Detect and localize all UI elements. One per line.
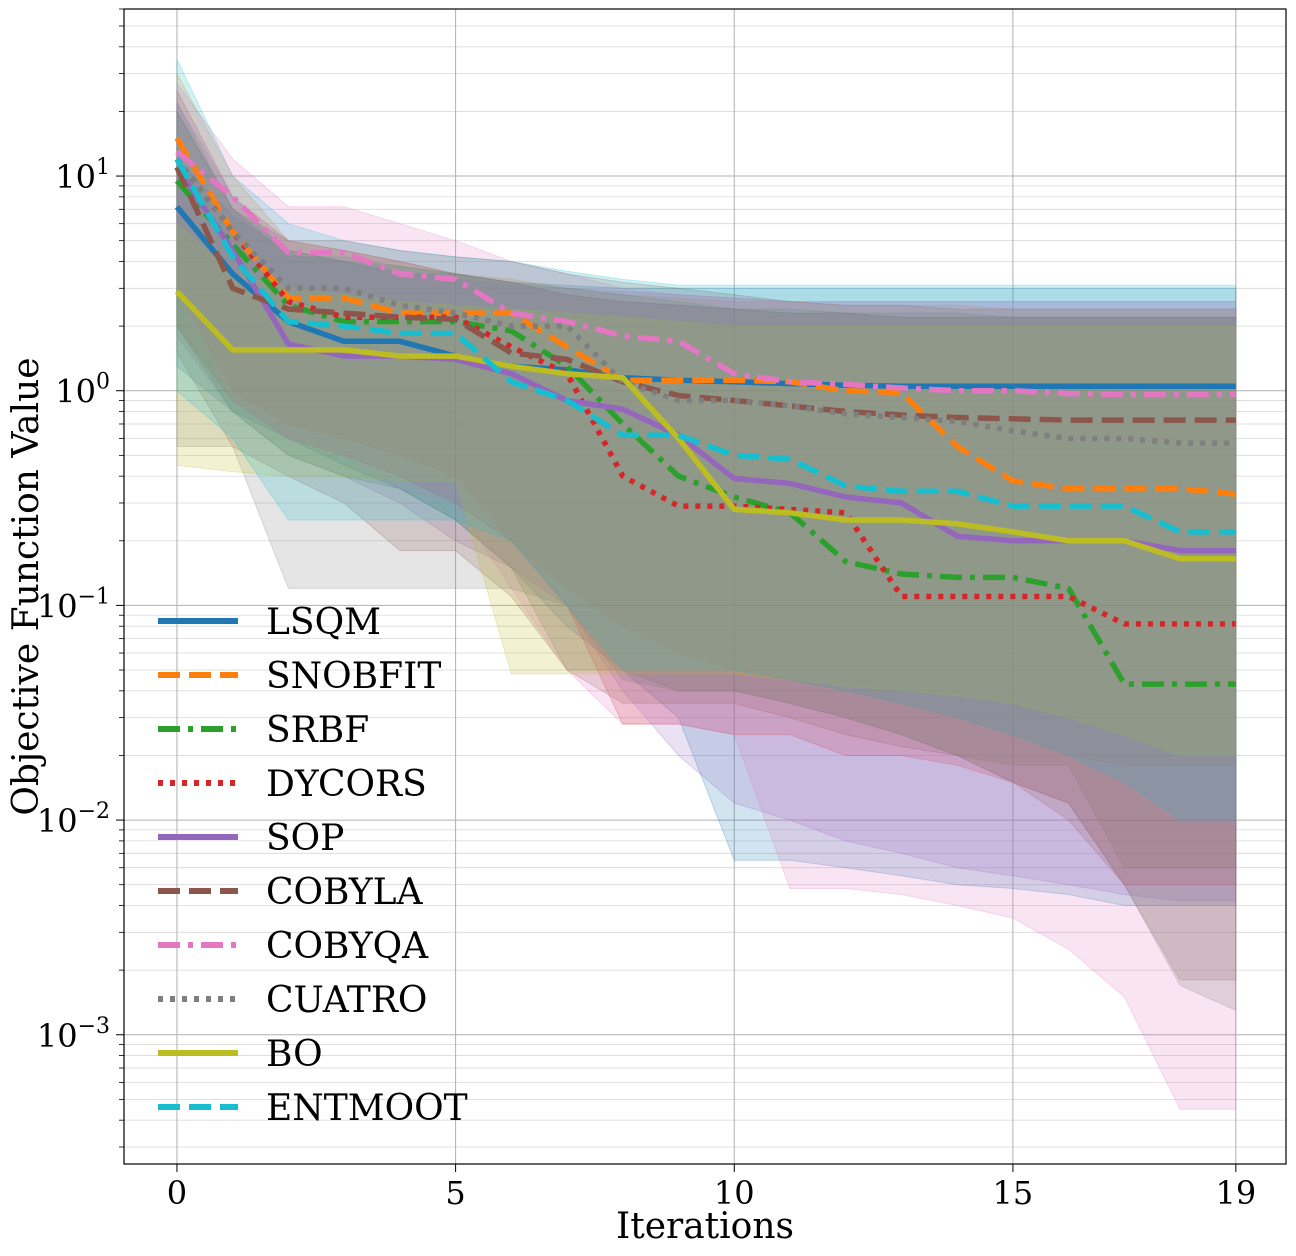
legend-label-cobyla: COBYLA <box>266 872 424 913</box>
y-tick-label: 100 <box>55 370 110 411</box>
series-line-bo <box>174 289 1236 562</box>
legend-label-cobyqa: COBYQA <box>266 926 429 967</box>
legend: LSQM SNOBFIT SRBF DYCORS SOP COBYLA COBYQA CUAT… <box>158 602 468 1129</box>
legend-label-snobfit: SNOBFIT <box>266 656 441 697</box>
series-line-snobfit <box>174 136 1237 497</box>
band-entmoot <box>176 59 1237 821</box>
legend-label-cuatro: CUATRO <box>266 980 427 1021</box>
x-tick-label: 10 <box>714 1174 755 1212</box>
band-cuatro <box>176 102 1237 1012</box>
plot-frame <box>123 8 1287 1165</box>
series-line-srbf <box>174 178 1236 687</box>
series-lines <box>174 136 1237 687</box>
series-line-entmoot <box>174 157 1236 535</box>
axis-ticks: 10−3 10−2 10−1 100 101 0 5 10 15 19 <box>37 8 1256 1212</box>
band-srbf <box>176 109 1237 869</box>
legend-label-sop: SOP <box>266 818 344 859</box>
legend-label-lsqm: LSQM <box>266 602 381 643</box>
y-tick-label: 10−3 <box>37 1014 110 1055</box>
legend-label-srbf: SRBF <box>266 710 369 751</box>
series-line-cobyqa <box>175 149 1236 398</box>
x-tick-label: 5 <box>445 1174 465 1212</box>
x-tick-label: 19 <box>1215 1174 1256 1212</box>
band-lsqm <box>176 157 1237 906</box>
x-axis-label: Iterations <box>616 1206 794 1247</box>
y-tick-label: 101 <box>55 155 110 196</box>
legend-label-bo: BO <box>266 1034 323 1075</box>
y-tick-label: 10−1 <box>37 584 110 625</box>
band-cobyla <box>176 109 1237 981</box>
y-tick-label: 10−2 <box>37 799 110 840</box>
x-tick-label: 15 <box>993 1174 1034 1212</box>
band-snobfit <box>176 73 1237 766</box>
series-line-dycors <box>174 157 1236 627</box>
y-axis-label: Objective Function Value <box>6 357 47 815</box>
major-gridlines <box>124 9 1286 1164</box>
x-tick-label: 0 <box>167 1174 187 1212</box>
series-line-cobyla <box>174 166 1236 423</box>
legend-label-entmoot: ENTMOOT <box>266 1088 468 1129</box>
legend-label-dycors: DYCORS <box>266 764 427 805</box>
band-sop <box>176 100 1237 902</box>
band-cobyqa <box>176 81 1237 1110</box>
series-line-cuatro <box>174 157 1236 446</box>
